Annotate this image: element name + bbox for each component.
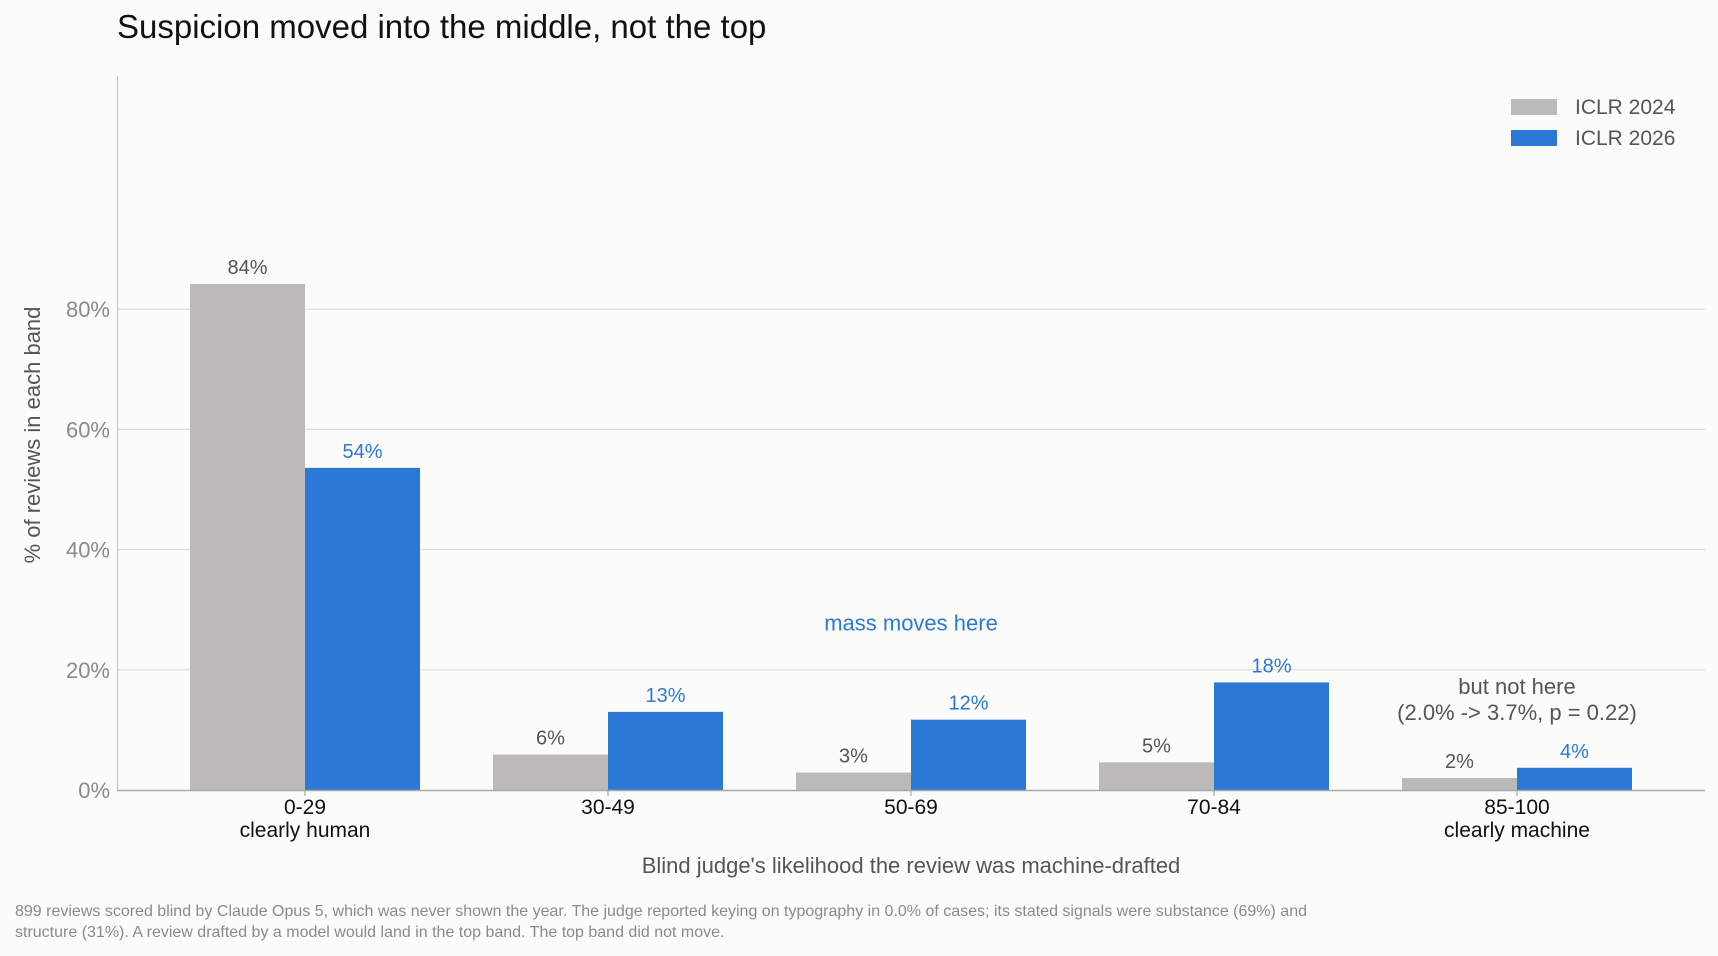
y-tick-label: 80% (66, 297, 110, 322)
bar-value-label: 6% (536, 728, 565, 750)
bar-iclr-2024-2 (796, 772, 911, 790)
y-axis-ticks: 0% 20% 40% 60% 80% (66, 297, 110, 803)
legend: ICLR 2024 ICLR 2026 (1511, 96, 1676, 150)
bar-iclr-2026-4 (1517, 767, 1632, 790)
x-axis-label: Blind judge's likelihood the review was … (642, 853, 1181, 878)
y-axis-label: % of reviews in each band (20, 307, 45, 564)
bar-iclr-2024-3 (1099, 762, 1214, 790)
bar-value-label: 18% (1251, 655, 1291, 677)
bars (190, 283, 1632, 790)
legend-label: ICLR 2024 (1575, 96, 1676, 119)
x-tick-label: 0-29 (284, 796, 326, 819)
x-tick-label: 85-100 (1484, 796, 1549, 819)
not-here-annotation: (2.0% -> 3.7%, p = 0.22) (1397, 700, 1637, 725)
x-tick-label: 30-49 (581, 796, 635, 819)
not-here-annotation: but not here (1458, 674, 1575, 699)
y-tick-label: 20% (66, 658, 110, 683)
bar-iclr-2024-0 (190, 283, 305, 790)
y-tick-label: 0% (78, 778, 110, 803)
x-tick-label: 70-84 (1187, 796, 1241, 819)
bar-value-label: 2% (1445, 751, 1474, 773)
legend-label: ICLR 2026 (1575, 127, 1675, 150)
y-tick-label: 60% (66, 417, 110, 442)
bar-value-label: 13% (645, 685, 685, 707)
chart-title: Suspicion moved into the middle, not the… (117, 8, 766, 45)
bar-iclr-2024-4 (1402, 777, 1517, 790)
bar-iclr-2026-1 (608, 711, 723, 790)
bar-value-label: 84% (227, 257, 267, 279)
bar-iclr-2024-1 (493, 754, 608, 790)
legend-swatch (1511, 99, 1557, 115)
x-tick-label: 50-69 (884, 796, 938, 819)
bar-value-label: 54% (342, 441, 382, 463)
mass-moves-annotation: mass moves here (824, 611, 998, 636)
bar-labels: 84% 6% 3% 5% 2% 54% 13% 12% 18% 4% (227, 257, 1589, 773)
bar-iclr-2026-0 (305, 467, 420, 790)
x-tick-sublabel: clearly human (240, 819, 371, 842)
bar-value-label: 3% (839, 746, 868, 768)
x-tick-sublabel: clearly machine (1444, 819, 1590, 842)
bar-iclr-2026-3 (1214, 682, 1329, 790)
y-tick-label: 40% (66, 538, 110, 563)
footnote: 899 reviews scored blind by Claude Opus … (15, 903, 1307, 941)
bar-iclr-2026-2 (911, 719, 1026, 790)
bar-value-label: 4% (1560, 741, 1589, 763)
bar-value-label: 5% (1142, 735, 1171, 757)
legend-swatch (1511, 130, 1557, 146)
bar-value-label: 12% (948, 693, 988, 715)
annotations: mass moves here but not here(2.0% -> 3.7%… (824, 611, 1637, 725)
